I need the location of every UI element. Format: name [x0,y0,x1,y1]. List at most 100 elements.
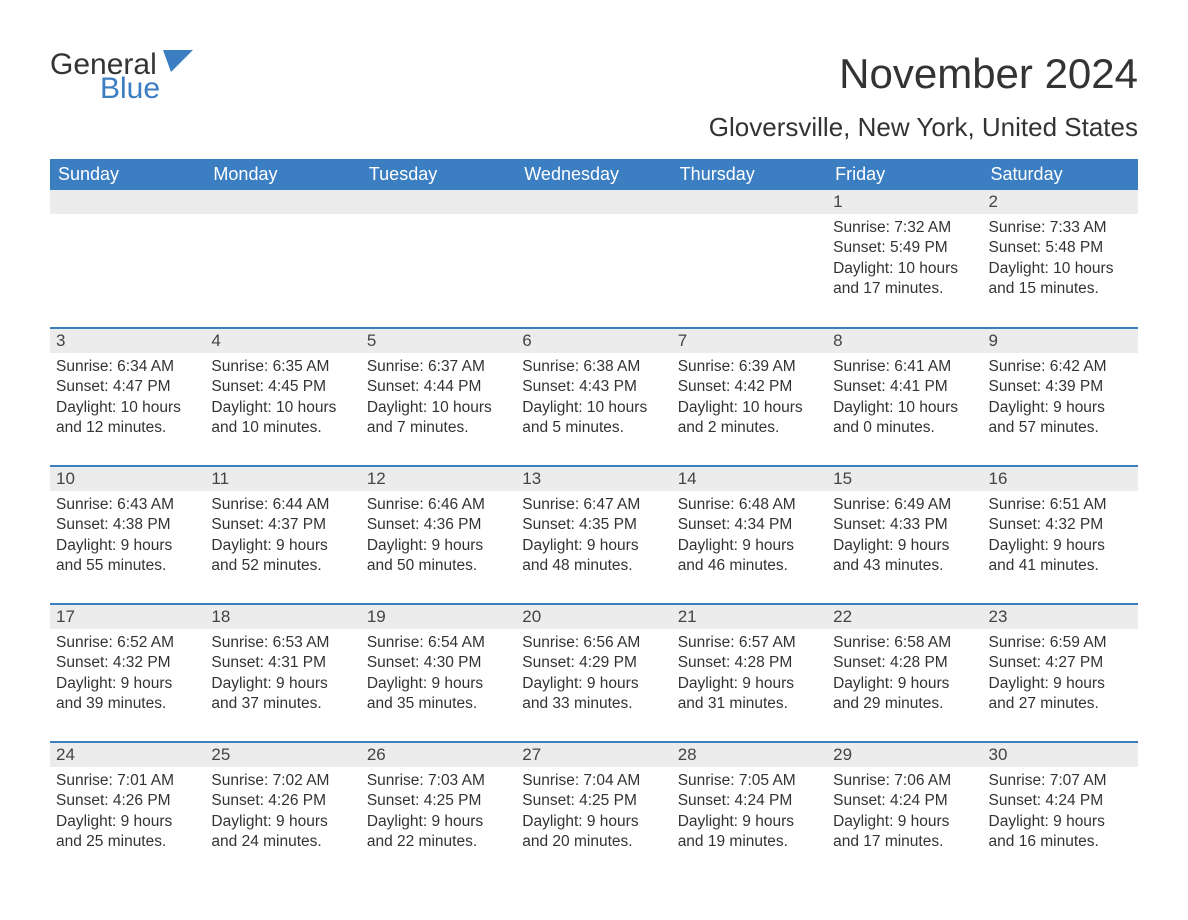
logo: General Blue [50,50,193,104]
day-details: Sunrise: 7:03 AMSunset: 4:25 PMDaylight:… [361,767,516,859]
daylight2-line: and 48 minutes. [522,556,665,576]
daylight1-line: Daylight: 10 hours [989,259,1132,279]
day-number: 18 [205,605,360,629]
daylight2-line: and 29 minutes. [833,694,976,714]
sunrise-line: Sunrise: 6:52 AM [56,633,199,653]
sunrise-line: Sunrise: 6:43 AM [56,495,199,515]
sunset-line: Sunset: 4:35 PM [522,515,665,535]
day-details: Sunrise: 6:47 AMSunset: 4:35 PMDaylight:… [516,491,671,583]
sunset-line: Sunset: 4:26 PM [211,791,354,811]
daylight2-line: and 16 minutes. [989,832,1132,852]
day-details: Sunrise: 7:02 AMSunset: 4:26 PMDaylight:… [205,767,360,859]
day-details: Sunrise: 6:54 AMSunset: 4:30 PMDaylight:… [361,629,516,721]
calendar-table: Sunday Monday Tuesday Wednesday Thursday… [50,159,1138,880]
day-cell: 13Sunrise: 6:47 AMSunset: 4:35 PMDayligh… [516,466,671,604]
daylight1-line: Daylight: 9 hours [56,536,199,556]
daylight1-line: Daylight: 10 hours [833,259,976,279]
day-cell: 16Sunrise: 6:51 AMSunset: 4:32 PMDayligh… [983,466,1138,604]
day-details: Sunrise: 6:35 AMSunset: 4:45 PMDaylight:… [205,353,360,445]
flag-icon [163,50,193,77]
daylight1-line: Daylight: 9 hours [678,536,821,556]
daylight1-line: Daylight: 9 hours [833,536,976,556]
day-details: Sunrise: 6:59 AMSunset: 4:27 PMDaylight:… [983,629,1138,721]
sunset-line: Sunset: 4:45 PM [211,377,354,397]
day-details: Sunrise: 7:06 AMSunset: 4:24 PMDaylight:… [827,767,982,859]
daylight2-line: and 33 minutes. [522,694,665,714]
day-number: 17 [50,605,205,629]
day-cell: 27Sunrise: 7:04 AMSunset: 4:25 PMDayligh… [516,742,671,880]
daylight2-line: and 2 minutes. [678,418,821,438]
sunset-line: Sunset: 4:29 PM [522,653,665,673]
sunrise-line: Sunrise: 7:04 AM [522,771,665,791]
sunset-line: Sunset: 4:25 PM [522,791,665,811]
daylight2-line: and 35 minutes. [367,694,510,714]
day-cell: 9Sunrise: 6:42 AMSunset: 4:39 PMDaylight… [983,328,1138,466]
day-number: 24 [50,743,205,767]
sunrise-line: Sunrise: 6:56 AM [522,633,665,653]
day-details: Sunrise: 6:41 AMSunset: 4:41 PMDaylight:… [827,353,982,445]
day-details: Sunrise: 6:38 AMSunset: 4:43 PMDaylight:… [516,353,671,445]
sunrise-line: Sunrise: 7:02 AM [211,771,354,791]
daylight2-line: and 5 minutes. [522,418,665,438]
day-cell: 29Sunrise: 7:06 AMSunset: 4:24 PMDayligh… [827,742,982,880]
day-cell: 8Sunrise: 6:41 AMSunset: 4:41 PMDaylight… [827,328,982,466]
day-cell: 25Sunrise: 7:02 AMSunset: 4:26 PMDayligh… [205,742,360,880]
day-details: Sunrise: 6:39 AMSunset: 4:42 PMDaylight:… [672,353,827,445]
day-number: 2 [983,190,1138,214]
sunset-line: Sunset: 4:36 PM [367,515,510,535]
month-title: November 2024 [709,50,1138,98]
week-row: 17Sunrise: 6:52 AMSunset: 4:32 PMDayligh… [50,604,1138,742]
day-number: 12 [361,467,516,491]
daylight2-line: and 39 minutes. [56,694,199,714]
daylight2-line: and 57 minutes. [989,418,1132,438]
day-number: 1 [827,190,982,214]
day-number: 29 [827,743,982,767]
daylight2-line: and 50 minutes. [367,556,510,576]
daylight1-line: Daylight: 10 hours [833,398,976,418]
sunrise-line: Sunrise: 6:38 AM [522,357,665,377]
day-number: 3 [50,329,205,353]
day-details: Sunrise: 6:53 AMSunset: 4:31 PMDaylight:… [205,629,360,721]
day-number: 25 [205,743,360,767]
daylight1-line: Daylight: 9 hours [522,812,665,832]
page: General Blue November 2024 Gloversville,… [0,0,1188,920]
daylight2-line: and 17 minutes. [833,832,976,852]
sunset-line: Sunset: 4:30 PM [367,653,510,673]
day-number [205,190,360,214]
sunset-line: Sunset: 4:34 PM [678,515,821,535]
day-number: 8 [827,329,982,353]
sunrise-line: Sunrise: 6:44 AM [211,495,354,515]
day-cell: 19Sunrise: 6:54 AMSunset: 4:30 PMDayligh… [361,604,516,742]
daylight2-line: and 15 minutes. [989,279,1132,299]
day-details: Sunrise: 7:04 AMSunset: 4:25 PMDaylight:… [516,767,671,859]
day-number: 10 [50,467,205,491]
sunrise-line: Sunrise: 6:59 AM [989,633,1132,653]
daylight1-line: Daylight: 9 hours [833,674,976,694]
daylight2-line: and 31 minutes. [678,694,821,714]
sunrise-line: Sunrise: 6:46 AM [367,495,510,515]
weekday-header: Friday [827,159,982,190]
daylight2-line: and 0 minutes. [833,418,976,438]
daylight1-line: Daylight: 9 hours [367,812,510,832]
day-cell: 14Sunrise: 6:48 AMSunset: 4:34 PMDayligh… [672,466,827,604]
day-cell: 5Sunrise: 6:37 AMSunset: 4:44 PMDaylight… [361,328,516,466]
sunrise-line: Sunrise: 6:54 AM [367,633,510,653]
day-cell: 24Sunrise: 7:01 AMSunset: 4:26 PMDayligh… [50,742,205,880]
daylight2-line: and 12 minutes. [56,418,199,438]
daylight1-line: Daylight: 9 hours [678,674,821,694]
daylight2-line: and 37 minutes. [211,694,354,714]
day-number: 11 [205,467,360,491]
sunset-line: Sunset: 4:43 PM [522,377,665,397]
day-details: Sunrise: 7:32 AMSunset: 5:49 PMDaylight:… [827,214,982,306]
day-number: 26 [361,743,516,767]
daylight1-line: Daylight: 10 hours [211,398,354,418]
daylight2-line: and 52 minutes. [211,556,354,576]
daylight1-line: Daylight: 9 hours [211,536,354,556]
daylight2-line: and 22 minutes. [367,832,510,852]
day-number: 20 [516,605,671,629]
sunset-line: Sunset: 4:44 PM [367,377,510,397]
header: General Blue November 2024 Gloversville,… [50,50,1138,153]
sunset-line: Sunset: 4:24 PM [678,791,821,811]
day-details: Sunrise: 7:05 AMSunset: 4:24 PMDaylight:… [672,767,827,859]
day-cell: 30Sunrise: 7:07 AMSunset: 4:24 PMDayligh… [983,742,1138,880]
